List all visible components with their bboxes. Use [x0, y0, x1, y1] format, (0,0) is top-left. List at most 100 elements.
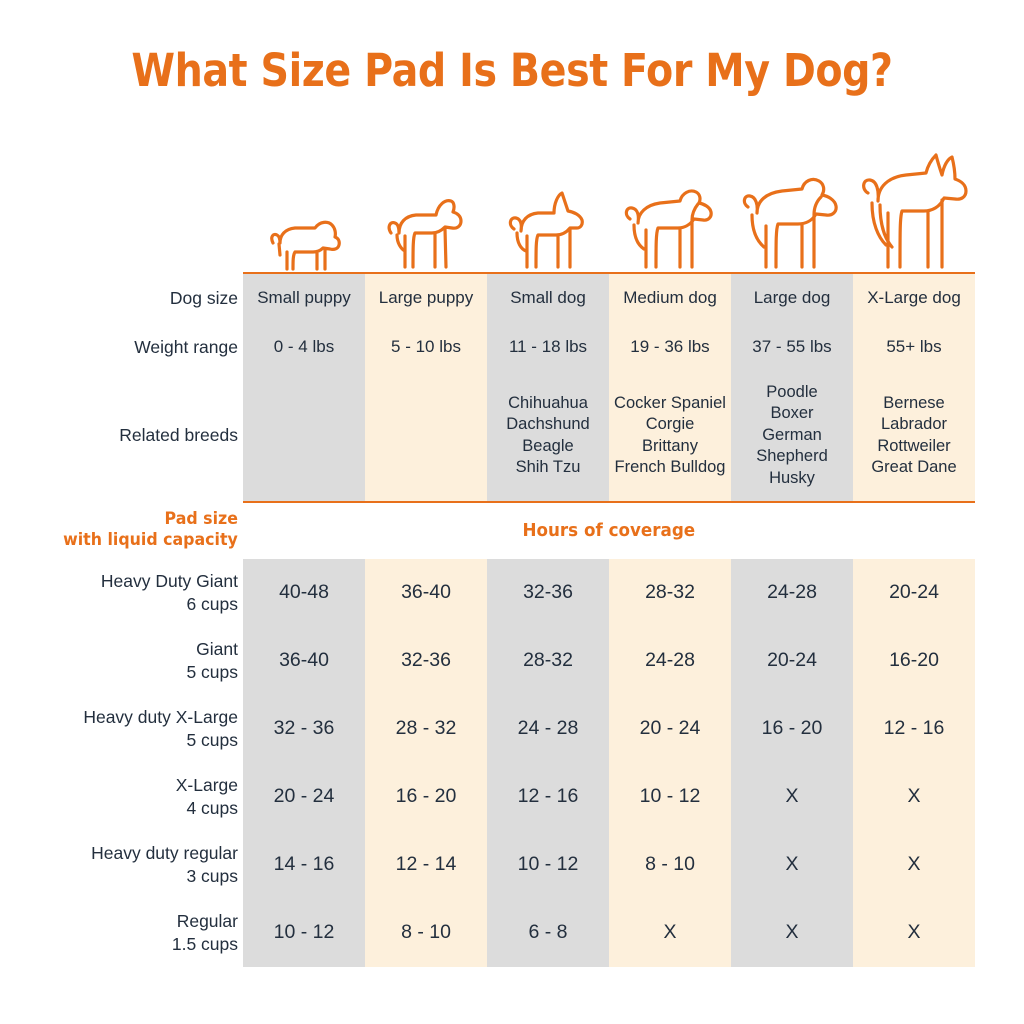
cell-dog-size-5: X-Large dog — [853, 272, 975, 325]
cell-weight-5: 55+ lbs — [853, 325, 975, 370]
cell-pad-3-1: 16 - 20 — [365, 763, 487, 831]
cell-pad-5-2: 6 - 8 — [487, 899, 609, 967]
cell-pad-3-2: 12 - 16 — [487, 763, 609, 831]
cell-pad-1-1: 32-36 — [365, 627, 487, 695]
hours-of-coverage-header: Hours of coverage — [243, 501, 975, 559]
cell-pad-5-0: 10 - 12 — [243, 899, 365, 967]
row-label-pad-0: Heavy Duty Giant 6 cups — [0, 559, 243, 627]
row-label-pad-2: Heavy duty X-Large 5 cups — [0, 695, 243, 763]
cell-pad-4-5: X — [853, 831, 975, 899]
dog-silhouette-large-puppy — [365, 148, 487, 275]
dog-silhouette-medium-dog — [609, 148, 731, 275]
cell-pad-4-0: 14 - 16 — [243, 831, 365, 899]
pad-size-line2: with liquid capacity — [63, 530, 238, 550]
row-label-pad-size: Pad size with liquid capacity — [0, 501, 243, 559]
pad-name-2: Heavy duty X-Large — [83, 706, 238, 727]
pad-size-line1: Pad size — [164, 508, 238, 529]
cell-pad-1-4: 20-24 — [731, 627, 853, 695]
row-label-weight-range: Weight range — [0, 325, 243, 370]
table-row-pad-4: Heavy duty regular 3 cups 14 - 16 12 - 1… — [0, 831, 975, 899]
cell-pad-2-5: 12 - 16 — [853, 695, 975, 763]
cell-pad-5-4: X — [731, 899, 853, 967]
cell-dog-size-2: Small dog — [487, 272, 609, 325]
row-label-pad-3: X-Large 4 cups — [0, 763, 243, 831]
cell-dog-size-0: Small puppy — [243, 272, 365, 325]
pad-capacity-0: 6 cups — [186, 594, 238, 614]
cell-pad-0-5: 20-24 — [853, 559, 975, 627]
cell-breeds-4: Poodle Boxer German Shepherd Husky — [731, 370, 853, 501]
cell-pad-3-5: X — [853, 763, 975, 831]
dog-silhouette-strip — [243, 148, 975, 275]
cell-dog-size-1: Large puppy — [365, 272, 487, 325]
cell-pad-5-5: X — [853, 899, 975, 967]
cell-dog-size-3: Medium dog — [609, 272, 731, 325]
cell-weight-3: 19 - 36 lbs — [609, 325, 731, 370]
pad-capacity-4: 3 cups — [186, 866, 238, 886]
cell-pad-0-0: 40-48 — [243, 559, 365, 627]
cell-pad-3-3: 10 - 12 — [609, 763, 731, 831]
cell-pad-5-3: X — [609, 899, 731, 967]
cell-breeds-1 — [365, 370, 487, 501]
pad-capacity-1: 5 cups — [186, 662, 238, 682]
table-row-pad-1: Giant 5 cups 36-40 32-36 28-32 24-28 20-… — [0, 627, 975, 695]
cell-pad-3-4: X — [731, 763, 853, 831]
cell-breeds-0 — [243, 370, 365, 501]
cell-breeds-3: Cocker Spaniel Corgie Brittany French Bulld… — [609, 370, 731, 501]
cell-pad-2-1: 28 - 32 — [365, 695, 487, 763]
pad-name-5: Regular — [176, 910, 238, 931]
pad-capacity-2: 5 cups — [186, 730, 238, 750]
cell-pad-2-3: 20 - 24 — [609, 695, 731, 763]
cell-weight-0: 0 - 4 lbs — [243, 325, 365, 370]
cell-pad-5-1: 8 - 10 — [365, 899, 487, 967]
row-label-pad-1: Giant 5 cups — [0, 627, 243, 695]
cell-pad-1-3: 24-28 — [609, 627, 731, 695]
table-row-dog-size: Dog size Small puppy Large puppy Small d… — [0, 272, 975, 325]
table-row-related-breeds: Related breeds Chihuahua Dachshund Beagle S… — [0, 370, 975, 501]
dog-silhouette-xlarge-dog — [853, 148, 975, 275]
dog-silhouette-small-puppy — [243, 148, 365, 275]
cell-pad-2-4: 16 - 20 — [731, 695, 853, 763]
table-row-pad-2: Heavy duty X-Large 5 cups 32 - 36 28 - 3… — [0, 695, 975, 763]
cell-dog-size-4: Large dog — [731, 272, 853, 325]
cell-weight-2: 11 - 18 lbs — [487, 325, 609, 370]
row-label-pad-5: Regular 1.5 cups — [0, 899, 243, 967]
page-title: What Size Pad Is Best For My Dog? — [131, 44, 893, 97]
row-label-related-breeds: Related breeds — [0, 370, 243, 501]
cell-pad-0-1: 36-40 — [365, 559, 487, 627]
cell-pad-0-2: 32-36 — [487, 559, 609, 627]
row-label-dog-size: Dog size — [0, 272, 243, 325]
pad-name-0: Heavy Duty Giant — [100, 570, 238, 591]
dog-silhouette-small-dog — [487, 148, 609, 275]
cell-pad-0-4: 24-28 — [731, 559, 853, 627]
cell-breeds-5: Bernese Labrador Rottweiler Great Dane — [853, 370, 975, 501]
cell-pad-4-1: 12 - 14 — [365, 831, 487, 899]
pad-name-1: Giant — [196, 638, 238, 659]
table-top-rule — [243, 272, 975, 274]
cell-pad-2-2: 24 - 28 — [487, 695, 609, 763]
cell-pad-1-0: 36-40 — [243, 627, 365, 695]
table-row-pad-0: Heavy Duty Giant 6 cups 40-48 36-40 32-3… — [0, 559, 975, 627]
table-mid-rule — [243, 501, 975, 503]
cell-pad-4-3: 8 - 10 — [609, 831, 731, 899]
cell-weight-1: 5 - 10 lbs — [365, 325, 487, 370]
cell-weight-4: 37 - 55 lbs — [731, 325, 853, 370]
pad-capacity-5: 1.5 cups — [171, 934, 238, 954]
table-row-weight-range: Weight range 0 - 4 lbs 5 - 10 lbs 11 - 1… — [0, 325, 975, 370]
table-row-pad-3: X-Large 4 cups 20 - 24 16 - 20 12 - 16 1… — [0, 763, 975, 831]
cell-pad-2-0: 32 - 36 — [243, 695, 365, 763]
dog-silhouette-large-dog — [731, 148, 853, 275]
cell-pad-3-0: 20 - 24 — [243, 763, 365, 831]
pad-capacity-3: 4 cups — [186, 798, 238, 818]
table-row-pad-5: Regular 1.5 cups 10 - 12 8 - 10 6 - 8 X … — [0, 899, 975, 967]
pad-name-4: Heavy duty regular — [91, 842, 238, 863]
cell-pad-0-3: 28-32 — [609, 559, 731, 627]
cell-breeds-2: Chihuahua Dachshund Beagle Shih Tzu — [487, 370, 609, 501]
cell-pad-1-2: 28-32 — [487, 627, 609, 695]
pad-name-3: X-Large — [175, 774, 238, 795]
cell-pad-4-2: 10 - 12 — [487, 831, 609, 899]
cell-pad-1-5: 16-20 — [853, 627, 975, 695]
cell-pad-4-4: X — [731, 831, 853, 899]
table-row-section-header: Pad size with liquid capacity Hours of c… — [0, 501, 975, 559]
row-label-pad-4: Heavy duty regular 3 cups — [0, 831, 243, 899]
size-comparison-table: Dog size Small puppy Large puppy Small d… — [0, 272, 1024, 967]
